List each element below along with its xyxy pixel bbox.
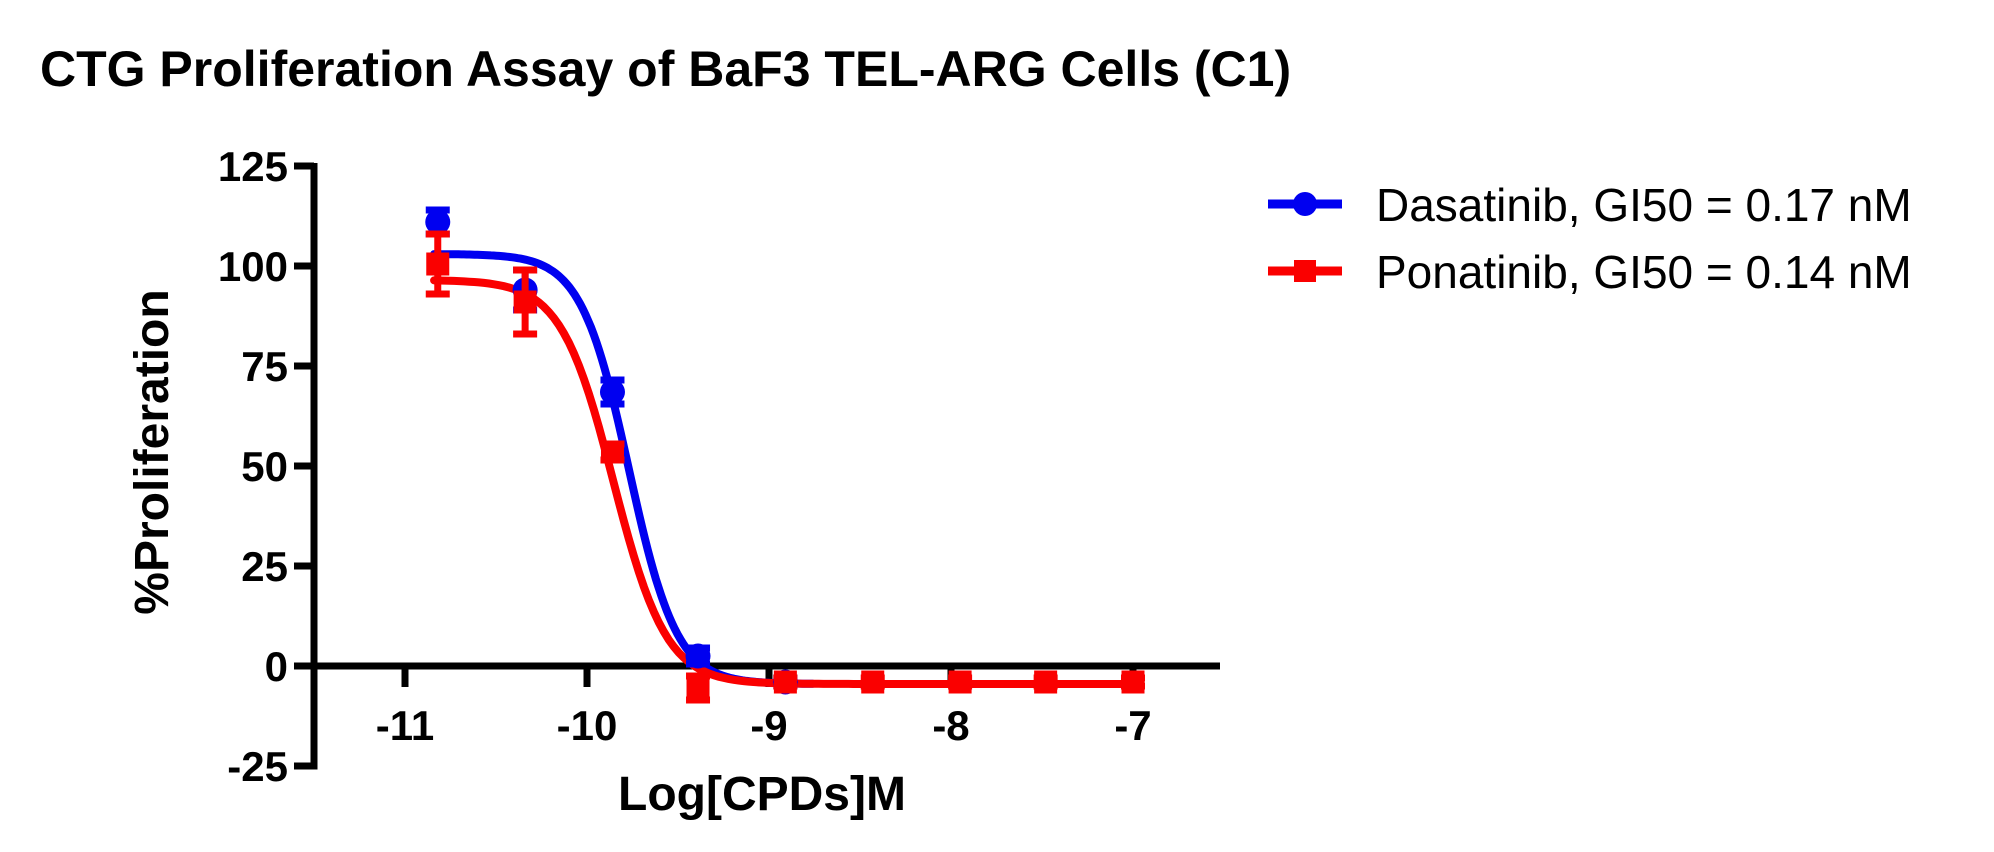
x-tick-label: -10 [557, 702, 618, 749]
data-point-ponatinib [1034, 670, 1058, 694]
x-tick-label: -9 [750, 702, 787, 749]
data-point-ponatinib [861, 670, 885, 694]
legend-marker [1293, 192, 1317, 216]
y-tick-label: 100 [218, 243, 288, 290]
legend-label-dasatinib: Dasatinib, GI50 = 0.17 nM [1376, 178, 1912, 231]
legend-item-dasatinib: Dasatinib, GI50 = 0.17 nM [1266, 176, 1912, 233]
y-tick-label: 125 [218, 143, 288, 190]
data-point-dasatinib [425, 209, 451, 235]
y-tick-label: 0 [265, 643, 288, 690]
fit-curves [430, 250, 1137, 688]
x-tick-label: -7 [1114, 702, 1151, 749]
data-point-ponatinib [948, 670, 972, 694]
fit-curve-ponatinib [430, 276, 1137, 688]
data-point-ponatinib [426, 252, 450, 276]
data-point-ponatinib [1121, 670, 1145, 694]
data-point-dasatinib [685, 643, 711, 669]
chart-legend: Dasatinib, GI50 = 0.17 nM Ponatinib, GI5… [1266, 176, 1912, 300]
data-point-ponatinib [600, 440, 624, 464]
axis-ticks: 125 100 75 50 25 0 -25 -11 -10 -9 -8 -7 [218, 143, 1152, 790]
legend-item-ponatinib: Ponatinib, GI50 = 0.14 nM [1266, 243, 1912, 300]
x-tick-label: -11 [376, 702, 434, 749]
data-points [425, 206, 1145, 704]
dasatinib-circle-marker-icon [1268, 192, 1342, 216]
y-tick-label: 75 [241, 343, 288, 390]
data-point-ponatinib [513, 290, 537, 314]
data-point-dasatinib [599, 379, 625, 405]
y-tick-label: 50 [241, 443, 288, 490]
data-point-ponatinib [686, 676, 710, 700]
chart-title: CTG Proliferation Assay of BaF3 TEL-ARG … [40, 41, 1292, 97]
legend-marker [1294, 260, 1316, 282]
fit-curve-dasatinib [430, 250, 817, 688]
x-tick-label: -8 [932, 702, 969, 749]
data-point-ponatinib [773, 670, 797, 694]
x-axis-label: Log[CPDs]M [618, 768, 906, 821]
legend-label-ponatinib: Ponatinib, GI50 = 0.14 nM [1376, 245, 1912, 298]
y-tick-label: -25 [227, 743, 288, 790]
y-axis-label: %Proliferation [126, 289, 179, 614]
ponatinib-square-marker-icon [1268, 260, 1342, 282]
y-tick-label: 25 [241, 543, 288, 590]
